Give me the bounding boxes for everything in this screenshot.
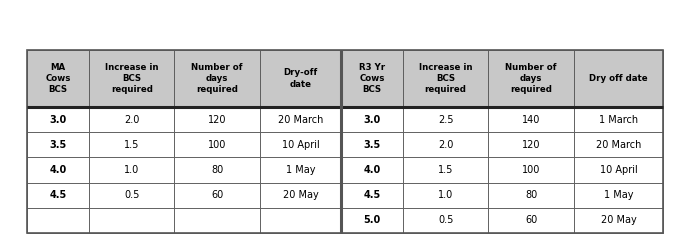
Text: Increase in
BCS
required: Increase in BCS required	[419, 62, 473, 94]
Bar	[27, 158, 89, 182]
Bar	[574, 208, 663, 233]
Bar	[89, 107, 175, 132]
Bar	[260, 208, 341, 233]
Text: 120: 120	[208, 114, 226, 124]
Text: Dry-off
date: Dry-off date	[283, 68, 317, 89]
Bar	[488, 208, 574, 233]
Text: 140: 140	[522, 114, 540, 124]
Text: 3.0: 3.0	[50, 114, 67, 124]
Bar	[403, 182, 488, 208]
Bar	[488, 132, 574, 158]
Bar	[341, 208, 403, 233]
Bar	[27, 132, 89, 158]
Text: 2.0: 2.0	[438, 140, 453, 150]
Text: 4.5: 4.5	[50, 190, 67, 200]
Bar	[175, 182, 260, 208]
Bar	[488, 158, 574, 182]
Bar	[260, 50, 341, 107]
Bar	[403, 132, 488, 158]
Text: 3.5: 3.5	[363, 140, 380, 150]
Text: 80: 80	[211, 165, 224, 175]
Text: 1 May: 1 May	[603, 190, 633, 200]
Text: 3.5: 3.5	[50, 140, 67, 150]
Text: 10 April: 10 April	[281, 140, 319, 150]
Text: 1.5: 1.5	[124, 140, 140, 150]
Text: R3 Yr
Cows
BCS: R3 Yr Cows BCS	[358, 62, 385, 94]
Bar	[574, 107, 663, 132]
Bar	[175, 208, 260, 233]
Bar	[574, 182, 663, 208]
Bar	[574, 132, 663, 158]
Bar	[260, 132, 341, 158]
Text: Number of
days
required: Number of days required	[505, 62, 557, 94]
Text: 1.0: 1.0	[438, 190, 453, 200]
Text: Dry off date: Dry off date	[589, 74, 647, 83]
Bar	[175, 107, 260, 132]
Text: 20 May: 20 May	[601, 216, 636, 226]
Bar	[260, 107, 341, 132]
Text: 20 March: 20 March	[278, 114, 323, 124]
Text: 2.0: 2.0	[124, 114, 140, 124]
Bar	[89, 158, 175, 182]
Bar	[574, 158, 663, 182]
Bar	[488, 50, 574, 107]
Bar	[403, 158, 488, 182]
Text: 120: 120	[522, 140, 540, 150]
Text: 80: 80	[525, 190, 537, 200]
Text: 100: 100	[522, 165, 540, 175]
Text: 2.5: 2.5	[438, 114, 453, 124]
Bar	[89, 132, 175, 158]
Bar	[27, 50, 89, 107]
Text: 60: 60	[525, 216, 537, 226]
Text: Increase in
BCS
required: Increase in BCS required	[105, 62, 158, 94]
Text: 1.5: 1.5	[438, 165, 453, 175]
Bar	[260, 158, 341, 182]
Bar	[574, 50, 663, 107]
Bar	[27, 107, 89, 132]
Bar	[403, 50, 488, 107]
Bar	[89, 50, 175, 107]
Bar	[341, 158, 403, 182]
Bar	[341, 107, 403, 132]
Bar	[488, 182, 574, 208]
Text: Number of
days
required: Number of days required	[191, 62, 243, 94]
Bar	[27, 182, 89, 208]
Text: 3.0: 3.0	[363, 114, 380, 124]
Text: 1 May: 1 May	[286, 165, 315, 175]
Text: 0.5: 0.5	[438, 216, 453, 226]
Bar	[488, 107, 574, 132]
Text: 1.0: 1.0	[124, 165, 140, 175]
Bar	[341, 132, 403, 158]
Bar	[27, 208, 89, 233]
Text: 20 May: 20 May	[283, 190, 319, 200]
Text: 4.5: 4.5	[363, 190, 380, 200]
Bar	[341, 50, 403, 107]
Text: 4.0: 4.0	[50, 165, 67, 175]
Text: 5.0: 5.0	[363, 216, 380, 226]
Bar	[89, 182, 175, 208]
Text: 1 March: 1 March	[599, 114, 638, 124]
Text: 10 April: 10 April	[599, 165, 637, 175]
Text: 0.5: 0.5	[124, 190, 140, 200]
Bar	[403, 107, 488, 132]
Bar	[341, 182, 403, 208]
Bar	[89, 208, 175, 233]
Bar	[260, 182, 341, 208]
Text: 100: 100	[208, 140, 226, 150]
Bar	[403, 208, 488, 233]
Text: 20 March: 20 March	[596, 140, 641, 150]
Bar	[175, 50, 260, 107]
Text: MA
Cows
BCS: MA Cows BCS	[45, 62, 71, 94]
Text: 60: 60	[211, 190, 224, 200]
Text: 4.0: 4.0	[363, 165, 380, 175]
Bar	[175, 132, 260, 158]
Bar	[175, 158, 260, 182]
Bar	[27, 50, 663, 233]
